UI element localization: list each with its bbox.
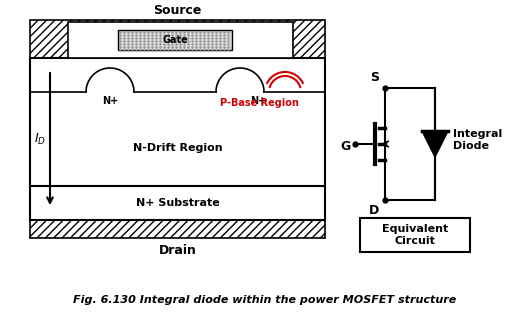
Bar [30, 20, 325, 60]
Text: Drain: Drain [158, 244, 197, 257]
Polygon shape [422, 131, 448, 157]
Text: S: S [370, 71, 379, 84]
Text: D: D [369, 204, 379, 217]
Text: N-Drift Region: N-Drift Region [132, 143, 222, 153]
Text: N+: N+ [250, 96, 266, 106]
Text: N+ Substrate: N+ Substrate [136, 198, 219, 208]
Bar [360, 218, 470, 252]
Text: Source: Source [153, 4, 202, 17]
Text: $I_D$: $I_D$ [34, 131, 46, 147]
Text: N+: N+ [102, 96, 118, 106]
Bar [68, 22, 293, 58]
Text: P-Base Region: P-Base Region [220, 98, 299, 108]
Bar [118, 30, 232, 50]
Text: G: G [341, 139, 351, 153]
Text: Integral
Diode: Integral Diode [453, 129, 502, 151]
Text: Fig. 6.130 Integral diode within the power MOSFET structure: Fig. 6.130 Integral diode within the pow… [73, 295, 457, 305]
Bar [30, 220, 325, 238]
Bar [30, 58, 325, 220]
Text: Gate: Gate [162, 35, 188, 45]
Text: Equivalent
Circuit: Equivalent Circuit [382, 224, 448, 246]
